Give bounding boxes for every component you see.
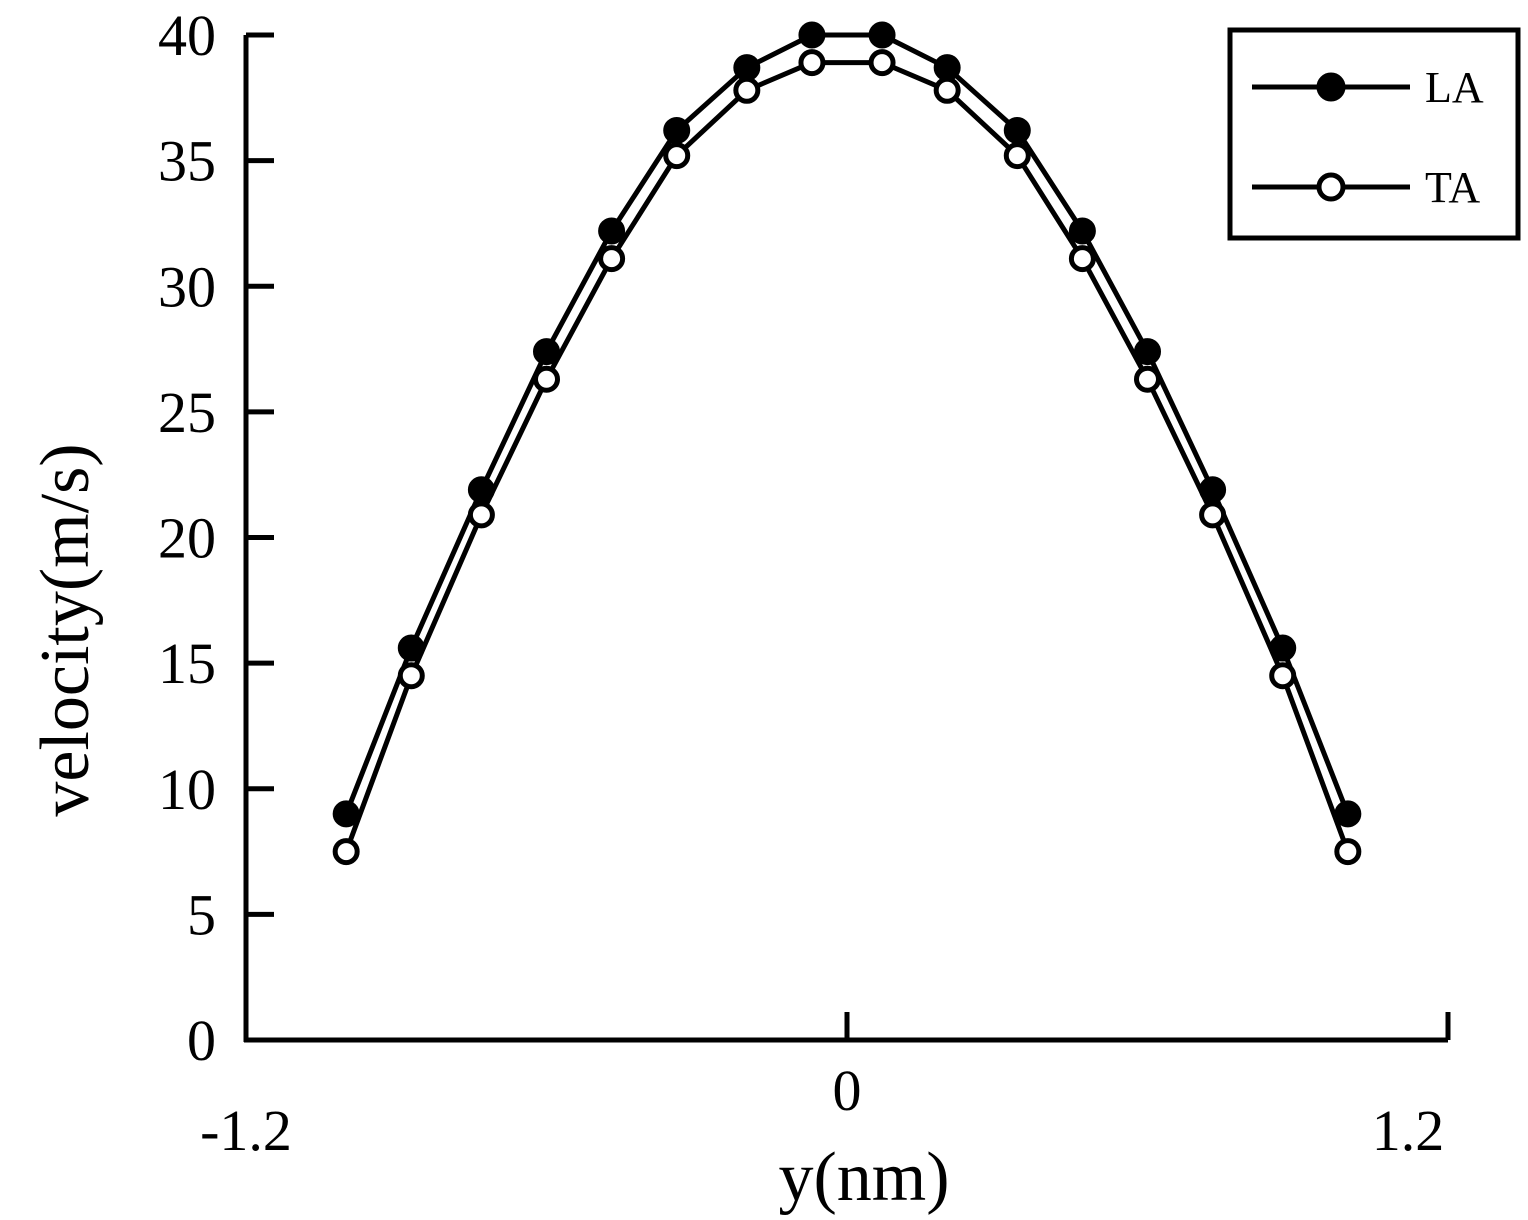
y-tick-label: 40 [158, 3, 216, 68]
x-tick-label: 0 [833, 1058, 862, 1123]
series-line-ta [343, 60, 1351, 853]
x-tick-label: 1.2 [1372, 1098, 1445, 1163]
data-point-ta [933, 76, 961, 104]
y-tick-label: 15 [158, 631, 216, 696]
data-point-la [868, 21, 896, 49]
data-point-la [332, 800, 360, 828]
data-point-ta [1003, 142, 1031, 170]
x-tick-label: -1.2 [200, 1098, 292, 1163]
series-layer [332, 21, 1362, 866]
axes: 0 5 10 15 20 25 30 35 40 -1.2 0 1.2 [158, 3, 1451, 1163]
data-point-ta [397, 662, 425, 690]
data-point-la [1269, 634, 1297, 662]
legend-marker-la [1316, 72, 1346, 102]
data-point-la [798, 21, 826, 49]
data-point-ta [798, 49, 826, 77]
data-point-la [598, 217, 626, 245]
y-tick-label: 35 [158, 129, 216, 194]
legend: LA TA [1227, 27, 1521, 241]
y-tick-label: 5 [187, 882, 216, 947]
y-tick-label: 0 [187, 1008, 216, 1073]
data-point-la [663, 116, 691, 144]
data-point-la [467, 476, 495, 504]
y-tick-label: 25 [158, 380, 216, 445]
legend-label-ta: TA [1425, 163, 1480, 212]
data-point-ta [533, 365, 560, 393]
x-axis-label: y(nm) [778, 1139, 949, 1216]
y-tick-label: 30 [158, 254, 216, 319]
legend-box [1227, 27, 1521, 241]
data-point-la [933, 54, 961, 82]
data-point-ta [467, 501, 495, 529]
series-line-la [343, 32, 1351, 815]
data-point-ta [1068, 245, 1096, 273]
data-point-la [1199, 476, 1227, 504]
data-point-ta [868, 49, 896, 77]
data-point-ta [1334, 838, 1362, 866]
y-tick-label: 10 [158, 757, 216, 822]
legend-label-la: LA [1425, 63, 1484, 112]
data-point-la [1068, 217, 1096, 245]
data-point-la [1334, 800, 1362, 828]
data-point-la [397, 634, 425, 662]
data-point-ta [332, 838, 360, 866]
data-point-ta [663, 142, 691, 170]
data-point-ta [1199, 501, 1227, 529]
data-point-ta [1269, 662, 1297, 690]
legend-marker-ta [1316, 172, 1346, 202]
y-axis-label: velocity(m/s) [27, 443, 104, 816]
data-point-ta [1134, 365, 1161, 393]
data-point-la [1003, 116, 1031, 144]
data-point-la [533, 338, 560, 366]
data-point-la [733, 54, 761, 82]
data-point-ta [598, 245, 626, 273]
data-point-la [1134, 338, 1161, 366]
y-tick-label: 20 [158, 506, 216, 571]
data-point-ta [733, 76, 761, 104]
